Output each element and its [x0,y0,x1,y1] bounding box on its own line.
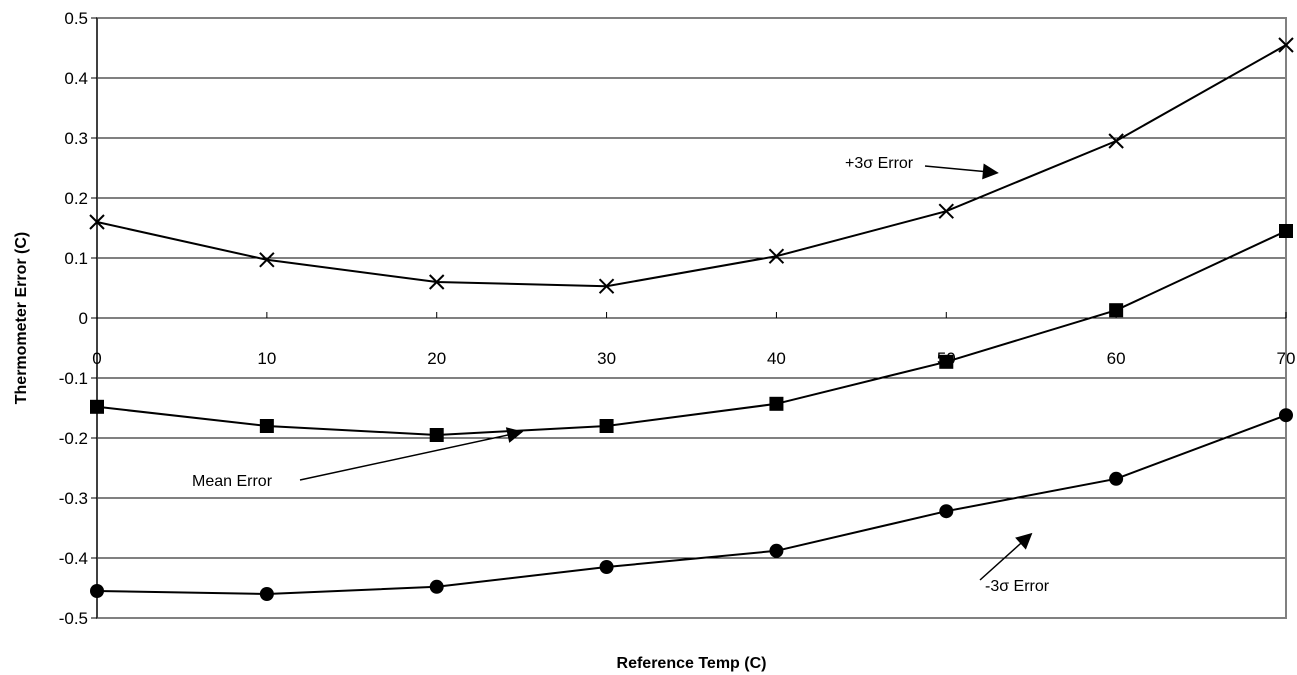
series-0 [89,37,1294,294]
annotation-label-0: +3σ Error [845,155,914,172]
series-0-line [96,44,1287,288]
annotation-arrow-0 [924,163,999,180]
series-2-point-1 [259,587,274,601]
x-axis-title: Reference Temp (C) [617,655,767,672]
series-2-point-6 [1109,471,1124,486]
series-0-point-1 [259,252,275,268]
y-tick-label-8: -0.3 [59,489,88,508]
series-1-point-2 [429,428,444,442]
y-tick-label-5: 0 [79,309,88,328]
series-0-point-0 [89,214,105,230]
series-2-point-4 [769,543,784,558]
series-1-point-1 [259,419,274,433]
series-1-point-3 [599,419,614,433]
series-0-point-2 [429,274,445,290]
y-tick-label-6: -0.1 [59,369,88,388]
y-tick-label-0: 0.5 [64,9,88,28]
series-2-point-3 [599,560,614,574]
series-0-point-5 [938,203,954,219]
series-1-point-4 [769,396,784,411]
series-2-line [96,414,1287,596]
x-tick-label-6: 60 [1107,349,1126,368]
x-tick-labels: 0 10 20 30 40 50 60 70 [92,349,1295,368]
x-tick-label-1: 10 [257,349,276,368]
y-tick-label-7: -0.2 [59,429,88,448]
axes [91,17,1287,619]
annotations: +3σ Error Mean Error -3σ Error [192,155,1050,595]
series-1-line [96,230,1287,437]
series-1 [90,224,1293,442]
y-tick-label-2: 0.3 [64,129,88,148]
series-2-point-7 [1279,408,1293,423]
y-tick-label-4: 0.1 [64,249,88,268]
annotation-arrow-1 [299,427,524,481]
series-2 [90,408,1293,601]
series-0-point-7 [1278,37,1294,53]
y-tick-label-3: 0.2 [64,189,88,208]
y-tick-label-1: 0.4 [64,69,88,88]
annotation-label-1: Mean Error [192,473,273,490]
x-tick-label-4: 40 [767,349,786,368]
y-tick-label-9: -0.4 [59,549,88,568]
y-tick-labels: 0.5 0.4 0.3 0.2 0.1 0 -0.1 -0.2 -0.3 -0.4 -0.5 [59,9,88,628]
series [89,37,1294,601]
x-tick-label-3: 30 [597,349,616,368]
series-0-point-4 [768,248,785,264]
annotation-arrow-2 [979,532,1033,581]
series-0-point-3 [598,278,615,294]
series-0-point-6 [1108,133,1124,149]
annotation-label-2: -3σ Error [985,578,1050,595]
series-1-point-6 [1109,303,1124,318]
series-2-point-2 [429,579,444,594]
series-2-point-5 [939,504,954,519]
series-1-point-0 [90,399,104,414]
y-tick-label-10: -0.5 [59,609,88,628]
x-tick-label-0: 0 [92,349,101,368]
series-1-point-7 [1279,224,1293,238]
x-tick-label-7: 70 [1277,349,1296,368]
y-axis-title: Thermometer Error (C) [13,232,30,404]
x-tick-label-5: 50 [937,349,956,368]
series-1-point-5 [939,354,954,369]
x-tick-label-2: 20 [427,349,446,368]
series-2-point-0 [90,584,104,598]
